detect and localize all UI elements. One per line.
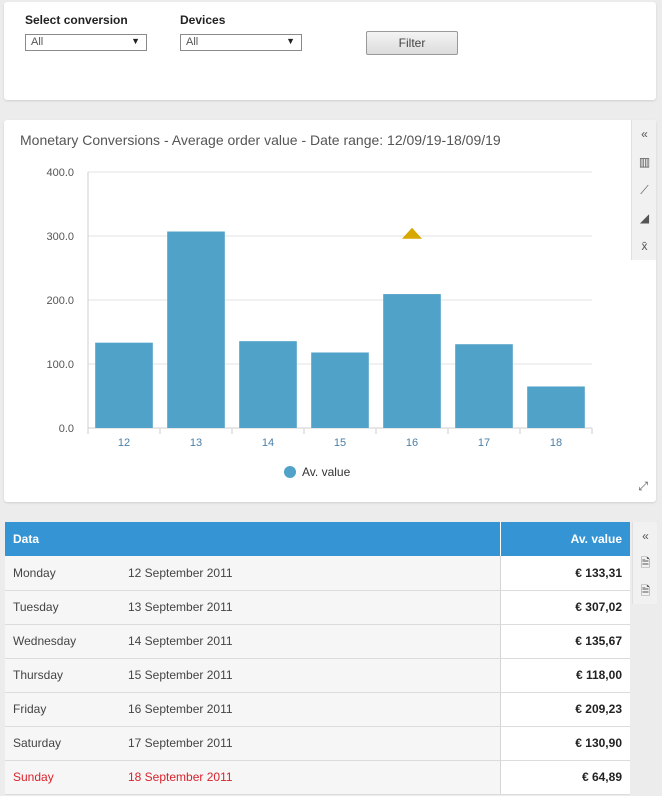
row-date: 18 September 2011 xyxy=(128,760,500,795)
devices-label: Devices xyxy=(180,13,226,27)
table-row: Monday 12 September 2011 € 133,31 xyxy=(5,556,630,591)
filter-panel: Select conversion All ▼ Devices All ▼ Fi… xyxy=(4,2,656,100)
data-table: Data Av. value Monday 12 September 2011 € … xyxy=(5,522,630,795)
collapse-icon[interactable]: « xyxy=(642,529,649,543)
row-av-value: € 133,31 xyxy=(499,556,630,591)
row-date: 16 September 2011 xyxy=(128,692,500,727)
x-tick-label: 12 xyxy=(118,437,130,449)
y-tick-label: 400.0 xyxy=(46,167,74,179)
row-av-value: € 209,23 xyxy=(499,692,630,727)
row-av-value: € 130,90 xyxy=(499,726,630,761)
row-day: Monday xyxy=(5,556,128,591)
bar xyxy=(527,386,585,428)
bar xyxy=(239,341,297,428)
row-date: 12 September 2011 xyxy=(128,556,500,591)
x-tick-label: 14 xyxy=(262,437,274,449)
bar xyxy=(455,344,513,428)
line-chart-icon[interactable]: ⟋ xyxy=(640,182,649,197)
y-tick-label: 300.0 xyxy=(46,231,74,243)
x-tick-label: 13 xyxy=(190,437,202,449)
row-day: Wednesday xyxy=(5,624,128,659)
row-av-value: € 307,02 xyxy=(499,590,630,625)
table-row: Sunday 18 September 2011 € 64,89 xyxy=(5,760,630,795)
header-data[interactable]: Data xyxy=(5,522,500,556)
x-tick-label: 16 xyxy=(406,437,418,449)
row-day: Sunday xyxy=(5,760,128,795)
table-row: Thursday 15 September 2011 € 118,00 xyxy=(5,658,630,693)
legend-label: Av. value xyxy=(302,465,351,479)
x-tick-label: 15 xyxy=(334,437,346,449)
y-tick-label: 200.0 xyxy=(46,295,74,307)
max-marker-icon xyxy=(402,227,422,239)
table-row: Wednesday 14 September 2011 € 135,67 xyxy=(5,624,630,659)
area-chart-icon[interactable]: ◢ xyxy=(639,211,650,225)
filter-button[interactable]: Filter xyxy=(366,31,458,55)
average-icon[interactable]: x̄ xyxy=(641,239,648,253)
bar xyxy=(311,352,369,428)
x-tick-label: 18 xyxy=(550,437,562,449)
table-toolbar: « 🗎 🗎 xyxy=(632,522,657,604)
chart-title: Monetary Conversions - Average order val… xyxy=(20,132,501,148)
collapse-icon[interactable]: « xyxy=(641,127,648,141)
conversion-select[interactable]: All ▼ xyxy=(25,34,147,51)
bar-chart: 0.0 100.0 200.0 300.0 400.0 12 13 14 15 16 17 18 Av.… xyxy=(46,167,593,479)
chart-panel: Monetary Conversions - Average order val… xyxy=(4,120,656,502)
table-row: Friday 16 September 2011 € 209,23 xyxy=(5,692,630,727)
dropdown-arrow-icon: ▼ xyxy=(286,36,295,46)
legend-marker xyxy=(284,466,296,478)
row-date: 17 September 2011 xyxy=(128,726,500,761)
y-tick-label: 100.0 xyxy=(46,359,74,371)
row-av-value: € 64,89 xyxy=(499,760,630,795)
row-day: Saturday xyxy=(5,726,128,761)
expand-icon[interactable]: ⤢ xyxy=(638,479,648,493)
devices-select[interactable]: All ▼ xyxy=(180,34,302,51)
bar-chart-icon[interactable]: ▥ xyxy=(638,155,651,169)
row-av-value: € 135,67 xyxy=(499,624,630,659)
row-date: 13 September 2011 xyxy=(128,590,500,625)
row-day: Tuesday xyxy=(5,590,128,625)
table-header-row: Data Av. value xyxy=(5,522,630,556)
row-date: 15 September 2011 xyxy=(128,658,500,693)
dropdown-arrow-icon: ▼ xyxy=(131,36,140,46)
bar xyxy=(95,342,153,428)
x-tick-label: 17 xyxy=(478,437,490,449)
bar xyxy=(383,294,441,428)
table-row: Tuesday 13 September 2011 € 307,02 xyxy=(5,590,630,625)
chart-toolbar: « ▥ ⟋ ◢ x̄ xyxy=(631,120,656,260)
row-day: Friday xyxy=(5,692,128,727)
row-av-value: € 118,00 xyxy=(499,658,630,693)
pdf-export-icon[interactable]: 🗎 xyxy=(640,555,651,570)
conversion-label: Select conversion xyxy=(25,13,128,27)
row-date: 14 September 2011 xyxy=(128,624,500,659)
header-av-value[interactable]: Av. value xyxy=(499,522,630,556)
y-tick-label: 0.0 xyxy=(59,423,74,435)
table-row: Saturday 17 September 2011 € 130,90 xyxy=(5,726,630,761)
devices-select-value: All xyxy=(186,36,199,48)
row-day: Thursday xyxy=(5,658,128,693)
conversion-select-value: All xyxy=(31,36,44,48)
bar xyxy=(167,231,225,428)
excel-export-icon[interactable]: 🗎 xyxy=(640,583,651,598)
